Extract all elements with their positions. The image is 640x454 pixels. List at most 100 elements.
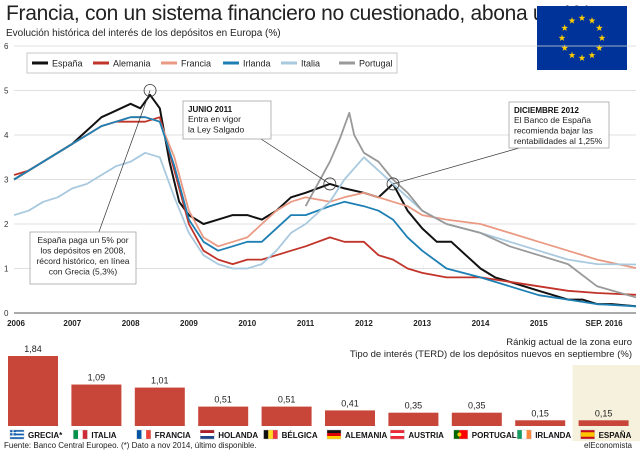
bar: [261, 406, 312, 426]
eu-star: [595, 24, 603, 31]
flag-border: [73, 429, 88, 440]
eu-star: [588, 17, 596, 24]
eu-star: [595, 44, 603, 51]
eu-flag-stars: [558, 14, 606, 61]
annotation-leader: [98, 90, 151, 233]
y-tick-label: 1: [4, 265, 9, 274]
annotation-marker: [143, 84, 157, 97]
bar: [388, 412, 439, 426]
bar: [451, 412, 502, 426]
bar: [325, 410, 375, 426]
flag-stripe: [272, 430, 278, 439]
bar-value-label: 0,41: [341, 398, 359, 408]
eu-star: [568, 51, 576, 59]
flag-stripe: [146, 430, 151, 439]
x-tick-label: 2011: [297, 319, 315, 328]
bar-value-label: 0,15: [531, 408, 549, 418]
flag-stripe: [136, 430, 142, 439]
flag-stripe: [200, 436, 215, 440]
publisher-credit: elEconomista: [583, 441, 632, 450]
flag-border: [580, 429, 595, 440]
flag-stripe: [327, 436, 341, 440]
x-tick-label: 2009: [180, 319, 198, 328]
annotation-text: recomienda bajar las: [514, 126, 593, 136]
bar: [71, 384, 122, 426]
x-tick-label: 2012: [355, 319, 373, 328]
eu-star: [558, 34, 566, 41]
flag-stripe: [10, 437, 24, 440]
bar-category-label: ITALIA: [91, 431, 116, 440]
bar: [578, 420, 629, 426]
bar-category-label: ESPAÑA: [599, 431, 632, 440]
annotation-box: [29, 231, 137, 285]
y-tick-label: 0: [4, 309, 9, 318]
annotation-text: récord histórico, en línea: [36, 256, 129, 266]
y-tick-label: 4: [4, 131, 9, 140]
flag-stripe: [580, 432, 595, 437]
ranking-subtitle: Tipo de interés (TERD) de los depósitos …: [349, 349, 632, 360]
flag-stripe: [10, 431, 24, 434]
bar-category-label: FRANCIA: [155, 431, 191, 440]
flag-stripe: [526, 430, 532, 439]
annotation-marker: [323, 177, 337, 191]
x-tick-label: SEP. 2016: [585, 319, 623, 328]
x-tick-label: 2010: [238, 319, 256, 328]
eu-star: [568, 17, 576, 24]
annotation-title: DICIEMBRE 2012: [514, 106, 579, 115]
x-tick-label: 2013: [413, 319, 431, 328]
x-tick-label: 2008: [122, 319, 140, 328]
eu-star: [578, 14, 586, 21]
legend-label: Italia: [301, 59, 320, 69]
flag-stripe: [141, 430, 147, 439]
eu-star: [578, 54, 586, 61]
x-tick-label: 2014: [472, 319, 490, 328]
flag-stripe: [10, 430, 24, 432]
flag-stripe: [390, 430, 405, 434]
bar-value-label: 0,51: [278, 395, 296, 405]
flag-stripe: [82, 430, 88, 439]
eu-star: [561, 44, 569, 51]
bar-value-label: 0,35: [468, 401, 486, 411]
ranking-title: Ránkig actual de la zona euro: [506, 337, 632, 348]
flag-border: [136, 429, 152, 440]
legend-label: Portugal: [359, 59, 393, 69]
x-tick-label: 2006: [7, 319, 25, 328]
bar: [515, 420, 566, 426]
y-tick-label: 5: [4, 87, 9, 96]
bar-value-label: 1,01: [151, 376, 169, 386]
eu-star: [598, 34, 606, 41]
eu-star: [561, 24, 569, 31]
bar-category-label: PORTUGAL: [472, 431, 517, 440]
y-tick-label: 6: [4, 42, 9, 51]
annotation-text: El Banco de España: [514, 115, 591, 125]
bar: [198, 406, 249, 426]
chart-subtitle: Evolución histórica del interés de los d…: [6, 28, 281, 39]
legend-label: Alemania: [113, 59, 151, 69]
flag-border: [199, 429, 215, 440]
annotation-marker: [386, 177, 400, 191]
annotation-leader: [260, 138, 331, 185]
flag-stripe: [263, 430, 269, 439]
source-note: Fuente: Banco Central Europeo. (*) Dato …: [4, 441, 257, 450]
annotation-box: [508, 101, 610, 149]
flag-stripe: [73, 430, 79, 439]
flag-stripe: [453, 430, 460, 439]
annotation-text: la Ley Salgado: [188, 125, 245, 135]
flag-stripe: [78, 430, 83, 439]
flag-stripe: [268, 430, 274, 439]
legend-box: [26, 52, 398, 74]
legend: España Alemania Francia Irlanda Italia Portug…: [26, 52, 398, 74]
bar-value-label: 1,84: [24, 344, 42, 354]
highlight-band: [572, 365, 640, 441]
flag-border: [326, 429, 342, 440]
bar-category-label: HOLANDA: [218, 431, 258, 440]
flag-emblem: [457, 432, 462, 437]
flag-stripe: [10, 433, 24, 436]
bar: [8, 356, 58, 426]
flag-icon: [136, 429, 152, 440]
flag-icon: [263, 429, 278, 440]
annotation-text: Entra en vigor: [188, 114, 241, 124]
bar: [134, 387, 185, 426]
flag-border: [263, 429, 278, 440]
